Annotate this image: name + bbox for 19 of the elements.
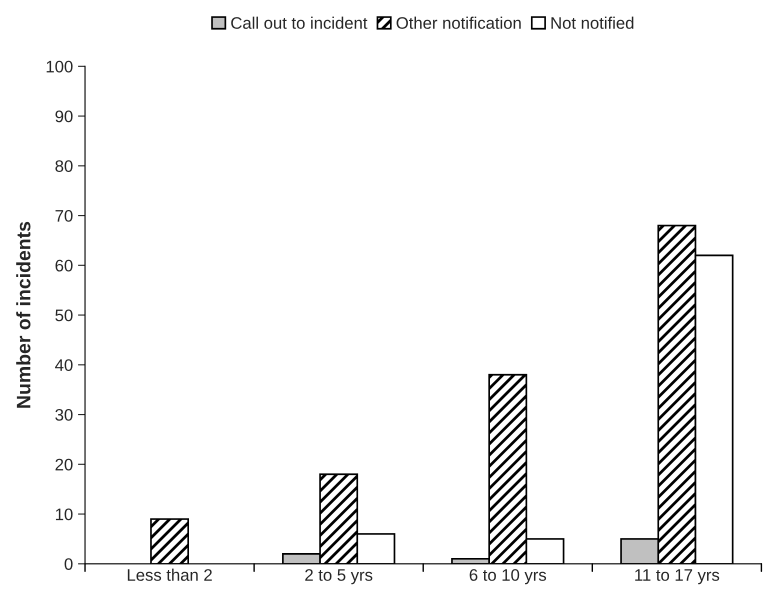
x-tick-label: 11 to 17 yrs [635,569,720,584]
y-tick-label: 70 [56,210,73,222]
x-tick-label: Less than 2 [128,568,212,581]
y-tick-label: 40 [55,359,73,372]
x-tick-label: 2 to 5 yrs [305,569,372,584]
legend-label: Not notified [551,16,634,29]
y-tick-label: 0 [64,558,73,570]
y-tick-label: 20 [56,458,73,471]
y-tick-label: 50 [55,309,73,322]
x-tick-label: 6 to 10 yrs [470,569,546,584]
y-tick-label: 60 [56,260,73,272]
y-tick-label: 90 [55,110,73,122]
y-tick-label: 80 [55,160,73,172]
y-tick-label: 100 [46,60,73,73]
legend-label: Call out to incident [231,16,368,29]
legend-label: Other notification [396,16,521,29]
y-axis-title: Number of incidents [16,222,30,408]
y-tick-label: 30 [55,408,73,421]
y-tick-label: 10 [56,508,73,520]
